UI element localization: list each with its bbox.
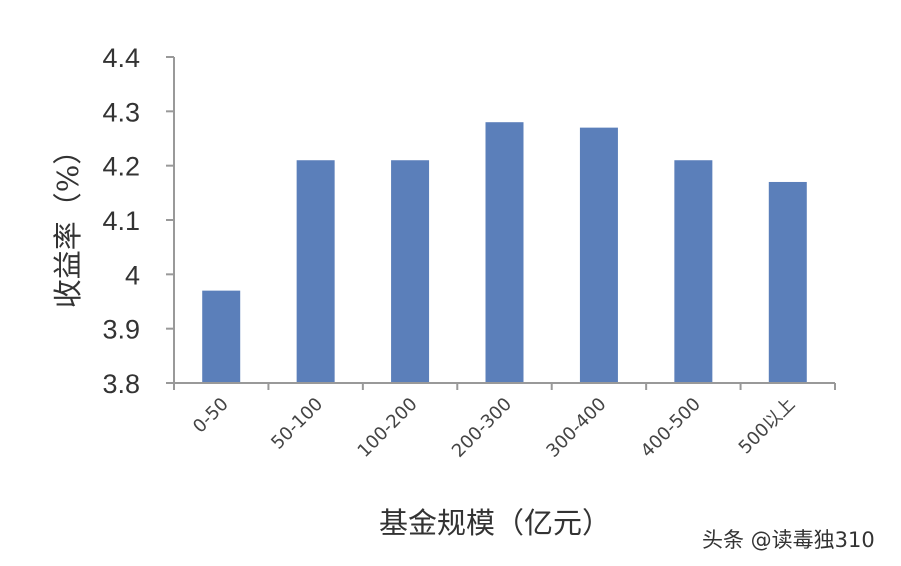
x-tick-label: 100-200 — [354, 394, 422, 462]
x-tick-label: 500以上 — [735, 394, 800, 459]
y-tick-label: 3.9 — [102, 315, 140, 345]
axes — [166, 56, 836, 390]
x-tick-label: 300-400 — [542, 394, 610, 462]
x-tick-label: 0-50 — [189, 394, 233, 438]
bar-50-100 — [296, 160, 335, 383]
bars — [202, 122, 807, 383]
y-tick-label: 4.4 — [102, 43, 140, 73]
y-tick-label: 3.8 — [102, 369, 140, 399]
x-tick-label: 400-500 — [637, 394, 705, 462]
bar-500以上 — [768, 181, 807, 383]
y-tick-label: 4.2 — [102, 152, 140, 182]
bar-100-200 — [391, 160, 430, 383]
x-tick-label: 200-300 — [448, 394, 516, 462]
y-tick-label: 4 — [125, 260, 140, 290]
bar-400-500 — [674, 160, 713, 383]
y-tick-label: 4.3 — [102, 97, 140, 127]
x-tick-labels: 0-50 50-100 100-200 200-300 300-400 400-500 50… — [189, 394, 799, 462]
x-axis-title: 基金规模（亿元） — [379, 506, 611, 540]
y-tick-labels: 4.4 4.3 4.2 4.1 4 3.9 3.8 — [102, 43, 140, 399]
y-tick-label: 4.1 — [102, 206, 140, 236]
bar-200-300 — [485, 122, 524, 383]
bar-0-50 — [202, 290, 241, 383]
bar-300-400 — [579, 127, 618, 383]
watermark: 头条 @读毒独310 — [702, 528, 875, 552]
x-tick-label: 50-100 — [267, 394, 327, 454]
y-axis-title: 收益率（%） — [51, 136, 85, 309]
